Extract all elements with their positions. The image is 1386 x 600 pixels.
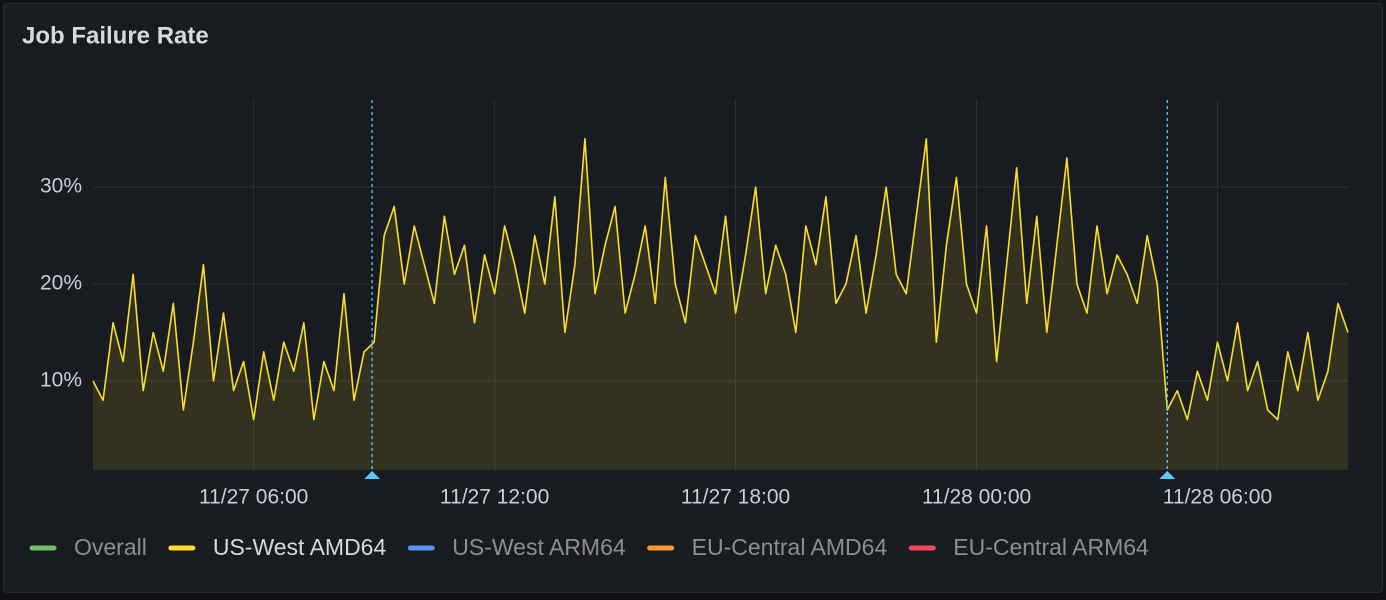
legend-label[interactable]: US-West AMD64 [213, 534, 387, 560]
series-line [92, 137, 1349, 421]
y-tick-label: 10% [40, 368, 82, 391]
x-tick-label: 11/28 00:00 [922, 486, 1031, 509]
x-tick-label: 11/28 06:00 [1163, 486, 1272, 509]
panel-frame [3, 3, 1383, 593]
y-tick-label: 30% [40, 175, 82, 198]
legend-label[interactable]: EU-Central AMD64 [692, 534, 888, 560]
annotation-marker [364, 471, 381, 479]
panel-title: Job Failure Rate [22, 22, 209, 49]
x-tick-label: 11/27 06:00 [199, 486, 308, 509]
series-area [93, 138, 1348, 470]
x-tick-label: 11/27 12:00 [440, 486, 549, 509]
legend-label[interactable]: US-West ARM64 [452, 534, 626, 560]
y-tick-label: 20% [40, 272, 82, 295]
legend-label[interactable]: Overall [74, 534, 147, 560]
annotation-marker [1159, 471, 1176, 479]
legend-label[interactable]: EU-Central ARM64 [953, 534, 1149, 560]
x-tick-label: 11/27 18:00 [681, 486, 790, 509]
